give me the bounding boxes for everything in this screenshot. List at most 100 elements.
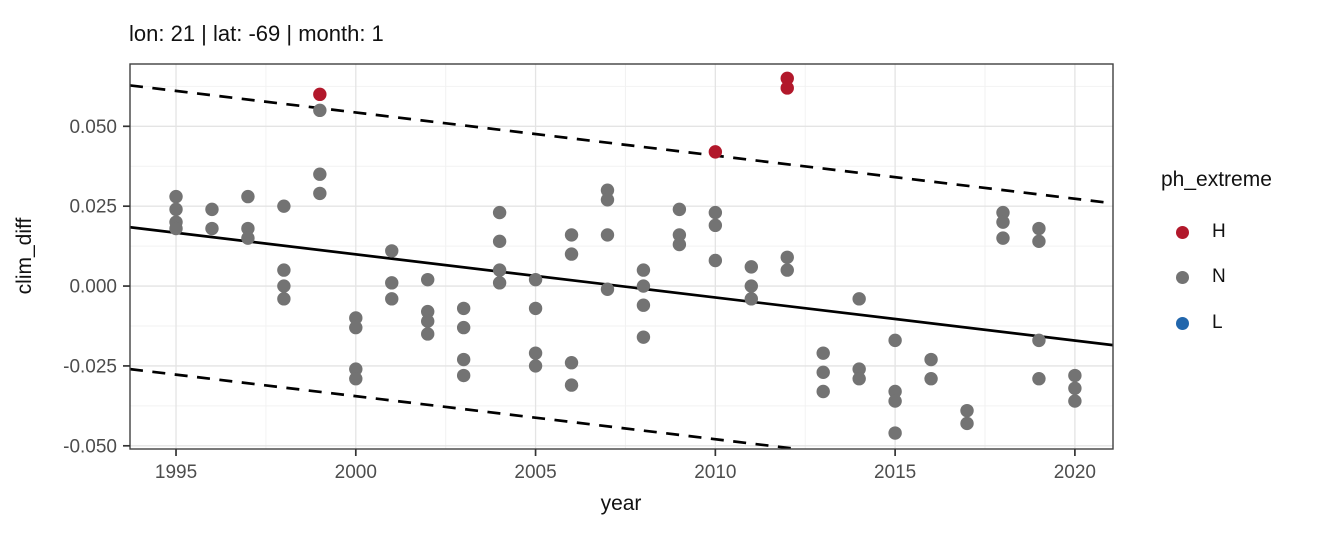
data-point-N [456, 320, 471, 335]
data-point-N [924, 372, 938, 386]
data-point-N [672, 237, 687, 252]
data-point-N [780, 250, 794, 264]
data-point-N [277, 263, 291, 277]
data-point-N [385, 244, 399, 258]
legend-title: ph_extreme [1161, 168, 1272, 191]
data-point-N [888, 394, 902, 408]
data-point-N [600, 193, 615, 207]
x-tick-label: 2010 [694, 462, 736, 483]
legend-label-L: L [1212, 312, 1223, 333]
data-point-N [1032, 234, 1046, 249]
legend-label-H: H [1212, 221, 1226, 242]
data-point-N [456, 368, 471, 383]
y-tick-label: 0.050 [69, 117, 117, 138]
data-point-N [780, 263, 794, 277]
data-point-N [385, 276, 399, 290]
data-point-N [600, 228, 615, 242]
y-tick-label: -0.050 [63, 436, 117, 457]
data-point-N [528, 346, 543, 360]
data-point-N [277, 292, 291, 306]
data-point-N [888, 426, 902, 440]
data-point-H [708, 145, 723, 159]
legend-item-L: L [1176, 310, 1223, 336]
data-point-H [780, 81, 794, 95]
data-point-N [636, 263, 651, 277]
data-point-N [205, 221, 219, 236]
data-point-N [528, 272, 543, 287]
data-point-N [744, 292, 758, 306]
data-point-N [744, 279, 758, 293]
y-axis-title: clim_diff [13, 217, 36, 295]
data-point-H [313, 87, 327, 102]
data-point-N [492, 234, 507, 249]
data-point-N [492, 263, 507, 277]
data-point-N [528, 301, 543, 316]
data-point-N [349, 362, 363, 376]
data-point-N [1032, 372, 1046, 386]
legend-swatch-L-icon [1176, 316, 1189, 330]
data-point-N [1032, 221, 1046, 236]
data-point-N [241, 231, 255, 245]
data-point-N [708, 253, 723, 268]
data-point-N [744, 260, 758, 274]
data-point-N [241, 189, 255, 204]
data-point-N [313, 186, 327, 201]
x-tick-label: 2020 [1054, 462, 1096, 483]
legend-item-H: H [1176, 219, 1226, 245]
data-point-N [636, 279, 651, 293]
data-point-N [277, 199, 291, 213]
y-tick-label: -0.025 [63, 356, 117, 377]
data-point-N [924, 352, 938, 367]
data-point-N [852, 292, 866, 306]
legend-swatch-H-icon [1176, 225, 1189, 239]
x-tick-label: 2000 [335, 462, 377, 483]
data-point-N [564, 247, 579, 261]
data-point-N [636, 298, 651, 312]
data-point-N [349, 320, 363, 335]
data-point-N [816, 384, 830, 399]
data-point-N [708, 218, 723, 233]
y-tick-label: 0.000 [69, 277, 117, 298]
upper-interval-line [130, 84, 1113, 205]
data-point-N [600, 282, 615, 296]
legend-item-N: N [1176, 264, 1226, 290]
data-point-N [996, 205, 1010, 220]
data-point-N [672, 202, 687, 217]
x-tick-label: 2015 [874, 462, 916, 483]
data-point-N [600, 183, 615, 197]
data-point-H [780, 71, 794, 86]
data-point-N [421, 327, 435, 341]
x-tick-label: 2005 [514, 462, 556, 483]
data-point-N [1068, 394, 1082, 408]
data-point-N [1068, 381, 1082, 395]
panel-background [130, 64, 1113, 449]
data-point-N [708, 205, 723, 220]
data-point-N [492, 276, 507, 290]
panel-border [129, 63, 1114, 450]
data-point-N [1032, 333, 1046, 348]
data-point-N [852, 372, 866, 386]
data-point-N [816, 346, 830, 360]
data-point-N [996, 215, 1010, 229]
data-point-N [169, 221, 183, 236]
data-point-N [385, 292, 399, 306]
data-point-N [888, 384, 902, 399]
data-point-N [816, 365, 830, 380]
data-point-N [492, 205, 507, 220]
data-point-N [421, 304, 435, 319]
y-tick-label: 0.025 [69, 197, 117, 218]
x-axis-title: year [600, 492, 642, 515]
legend-label-N: N [1212, 266, 1226, 287]
data-point-N [169, 202, 183, 217]
legend-swatch-N-icon [1176, 270, 1189, 284]
data-point-N [1068, 368, 1082, 383]
data-point-N [169, 189, 183, 204]
data-point-N [277, 279, 291, 293]
data-point-N [241, 221, 255, 236]
data-point-N [888, 333, 902, 348]
data-point-N [960, 416, 974, 431]
x-tick-label: 1995 [155, 462, 197, 483]
regression-line [130, 225, 1113, 347]
